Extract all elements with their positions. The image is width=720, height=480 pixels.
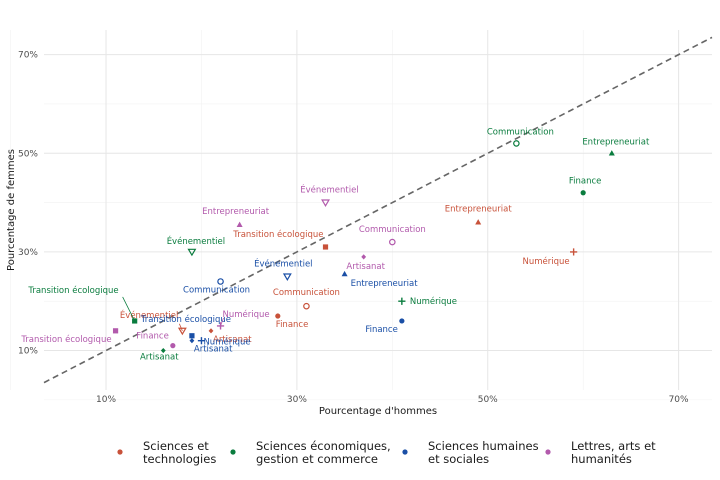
data-label: Événementiel	[167, 235, 225, 247]
data-label: Événementiel	[300, 184, 358, 196]
data-point	[236, 221, 243, 227]
data-point	[570, 248, 578, 256]
data-point	[322, 244, 329, 250]
data-point	[303, 302, 310, 310]
data-label: Numérique	[223, 309, 270, 320]
x-tick-label: 10%	[96, 395, 116, 405]
y-tick-label: 50%	[18, 149, 38, 159]
data-point	[389, 238, 396, 246]
reference-line	[43, 36, 713, 384]
data-point	[132, 318, 138, 324]
data-label: Numérique	[523, 256, 570, 267]
axis-ticks: 10% 30% 50% 70% 10% 30% 50% 70%	[18, 51, 689, 405]
legend-label-line2: gestion et commerce	[256, 452, 378, 466]
series-group	[132, 140, 615, 354]
data-label: Communication	[487, 127, 554, 137]
data-label: Finance	[136, 332, 169, 342]
data-label: Finance	[276, 320, 309, 330]
data-label: Finance	[569, 177, 602, 187]
data-label: Événementiel	[120, 309, 178, 321]
label-leader-line	[179, 323, 183, 331]
data-point	[275, 313, 281, 319]
data-point	[170, 343, 176, 349]
data-point	[513, 140, 520, 147]
data-label: Communication	[359, 225, 426, 235]
data-point	[187, 248, 197, 257]
legend-swatch	[545, 449, 551, 455]
legend-label-line1: Lettres, arts et	[571, 439, 656, 453]
data-label: Numérique	[410, 296, 457, 307]
x-tick-label: 70%	[669, 395, 689, 405]
data-point	[475, 219, 482, 225]
data-point	[112, 328, 119, 334]
x-tick-label: 30%	[287, 395, 307, 405]
data-label: Artisanat	[346, 262, 385, 272]
data-label: Transition écologique	[140, 314, 231, 325]
data-label: Communication	[273, 288, 340, 298]
data-point	[189, 333, 195, 339]
data-point	[580, 190, 586, 196]
legend-label-line2: technologies	[143, 452, 216, 466]
data-label: Numérique	[203, 337, 250, 348]
data-label: Entrepreneuriat	[351, 279, 419, 289]
y-tick-label: 10%	[18, 347, 38, 357]
data-point	[399, 318, 405, 324]
data-point	[282, 273, 292, 281]
data-label: Artisanat	[140, 353, 179, 363]
data-label: Artisanat	[194, 345, 233, 355]
series-group	[189, 270, 405, 345]
y-tick-label: 70%	[18, 51, 38, 61]
data-label: Artisanat	[213, 335, 252, 345]
label-leader-line	[220, 317, 224, 327]
data-label: Finance	[365, 325, 398, 335]
legend-item: Sciences économiques,gestion et commerce	[230, 439, 391, 466]
legend-swatch	[402, 449, 408, 455]
data-point	[160, 347, 166, 354]
data-point	[361, 254, 367, 260]
legend-swatch	[117, 449, 123, 455]
data-point	[398, 297, 406, 305]
legend-label-line1: Sciences économiques,	[256, 439, 391, 453]
data-point	[189, 338, 195, 344]
label-leader-line	[122, 296, 136, 322]
data-point	[341, 270, 348, 277]
legend-swatch	[230, 449, 236, 455]
data-point	[177, 327, 187, 336]
data-label: Transition écologique	[20, 334, 111, 345]
data-label: Entrepreneuriat	[202, 207, 270, 217]
y-axis-title: Pourcentage de femmes	[6, 149, 17, 271]
x-tick-label: 50%	[478, 395, 498, 405]
data-point	[608, 150, 615, 156]
legend-label-line1: Sciences humaines	[428, 439, 539, 453]
data-point	[321, 199, 330, 207]
data-point	[217, 278, 224, 285]
series-group	[177, 219, 578, 336]
data-label: Entrepreneuriat	[582, 137, 650, 147]
data-point	[197, 337, 206, 345]
point-labels: CommunicationFinanceArtisanatNumériqueEn…	[20, 127, 650, 362]
grid-lines	[10, 30, 712, 401]
data-label: Transition écologique	[232, 229, 323, 240]
identity-dashed-line	[43, 36, 713, 384]
x-axis-title: Pourcentage d'hommes	[319, 406, 437, 417]
legend-label-line2: et sociales	[428, 452, 489, 466]
data-label: Événementiel	[254, 258, 312, 270]
data-label: Communication	[183, 286, 250, 296]
y-tick-label: 30%	[18, 248, 38, 258]
data-point	[208, 328, 214, 334]
data-label: Transition écologique	[27, 285, 118, 296]
legend-label-line1: Sciences et	[143, 439, 209, 453]
legend-label-line2: humanités	[571, 452, 632, 466]
data-label: Entrepreneuriat	[445, 204, 513, 214]
